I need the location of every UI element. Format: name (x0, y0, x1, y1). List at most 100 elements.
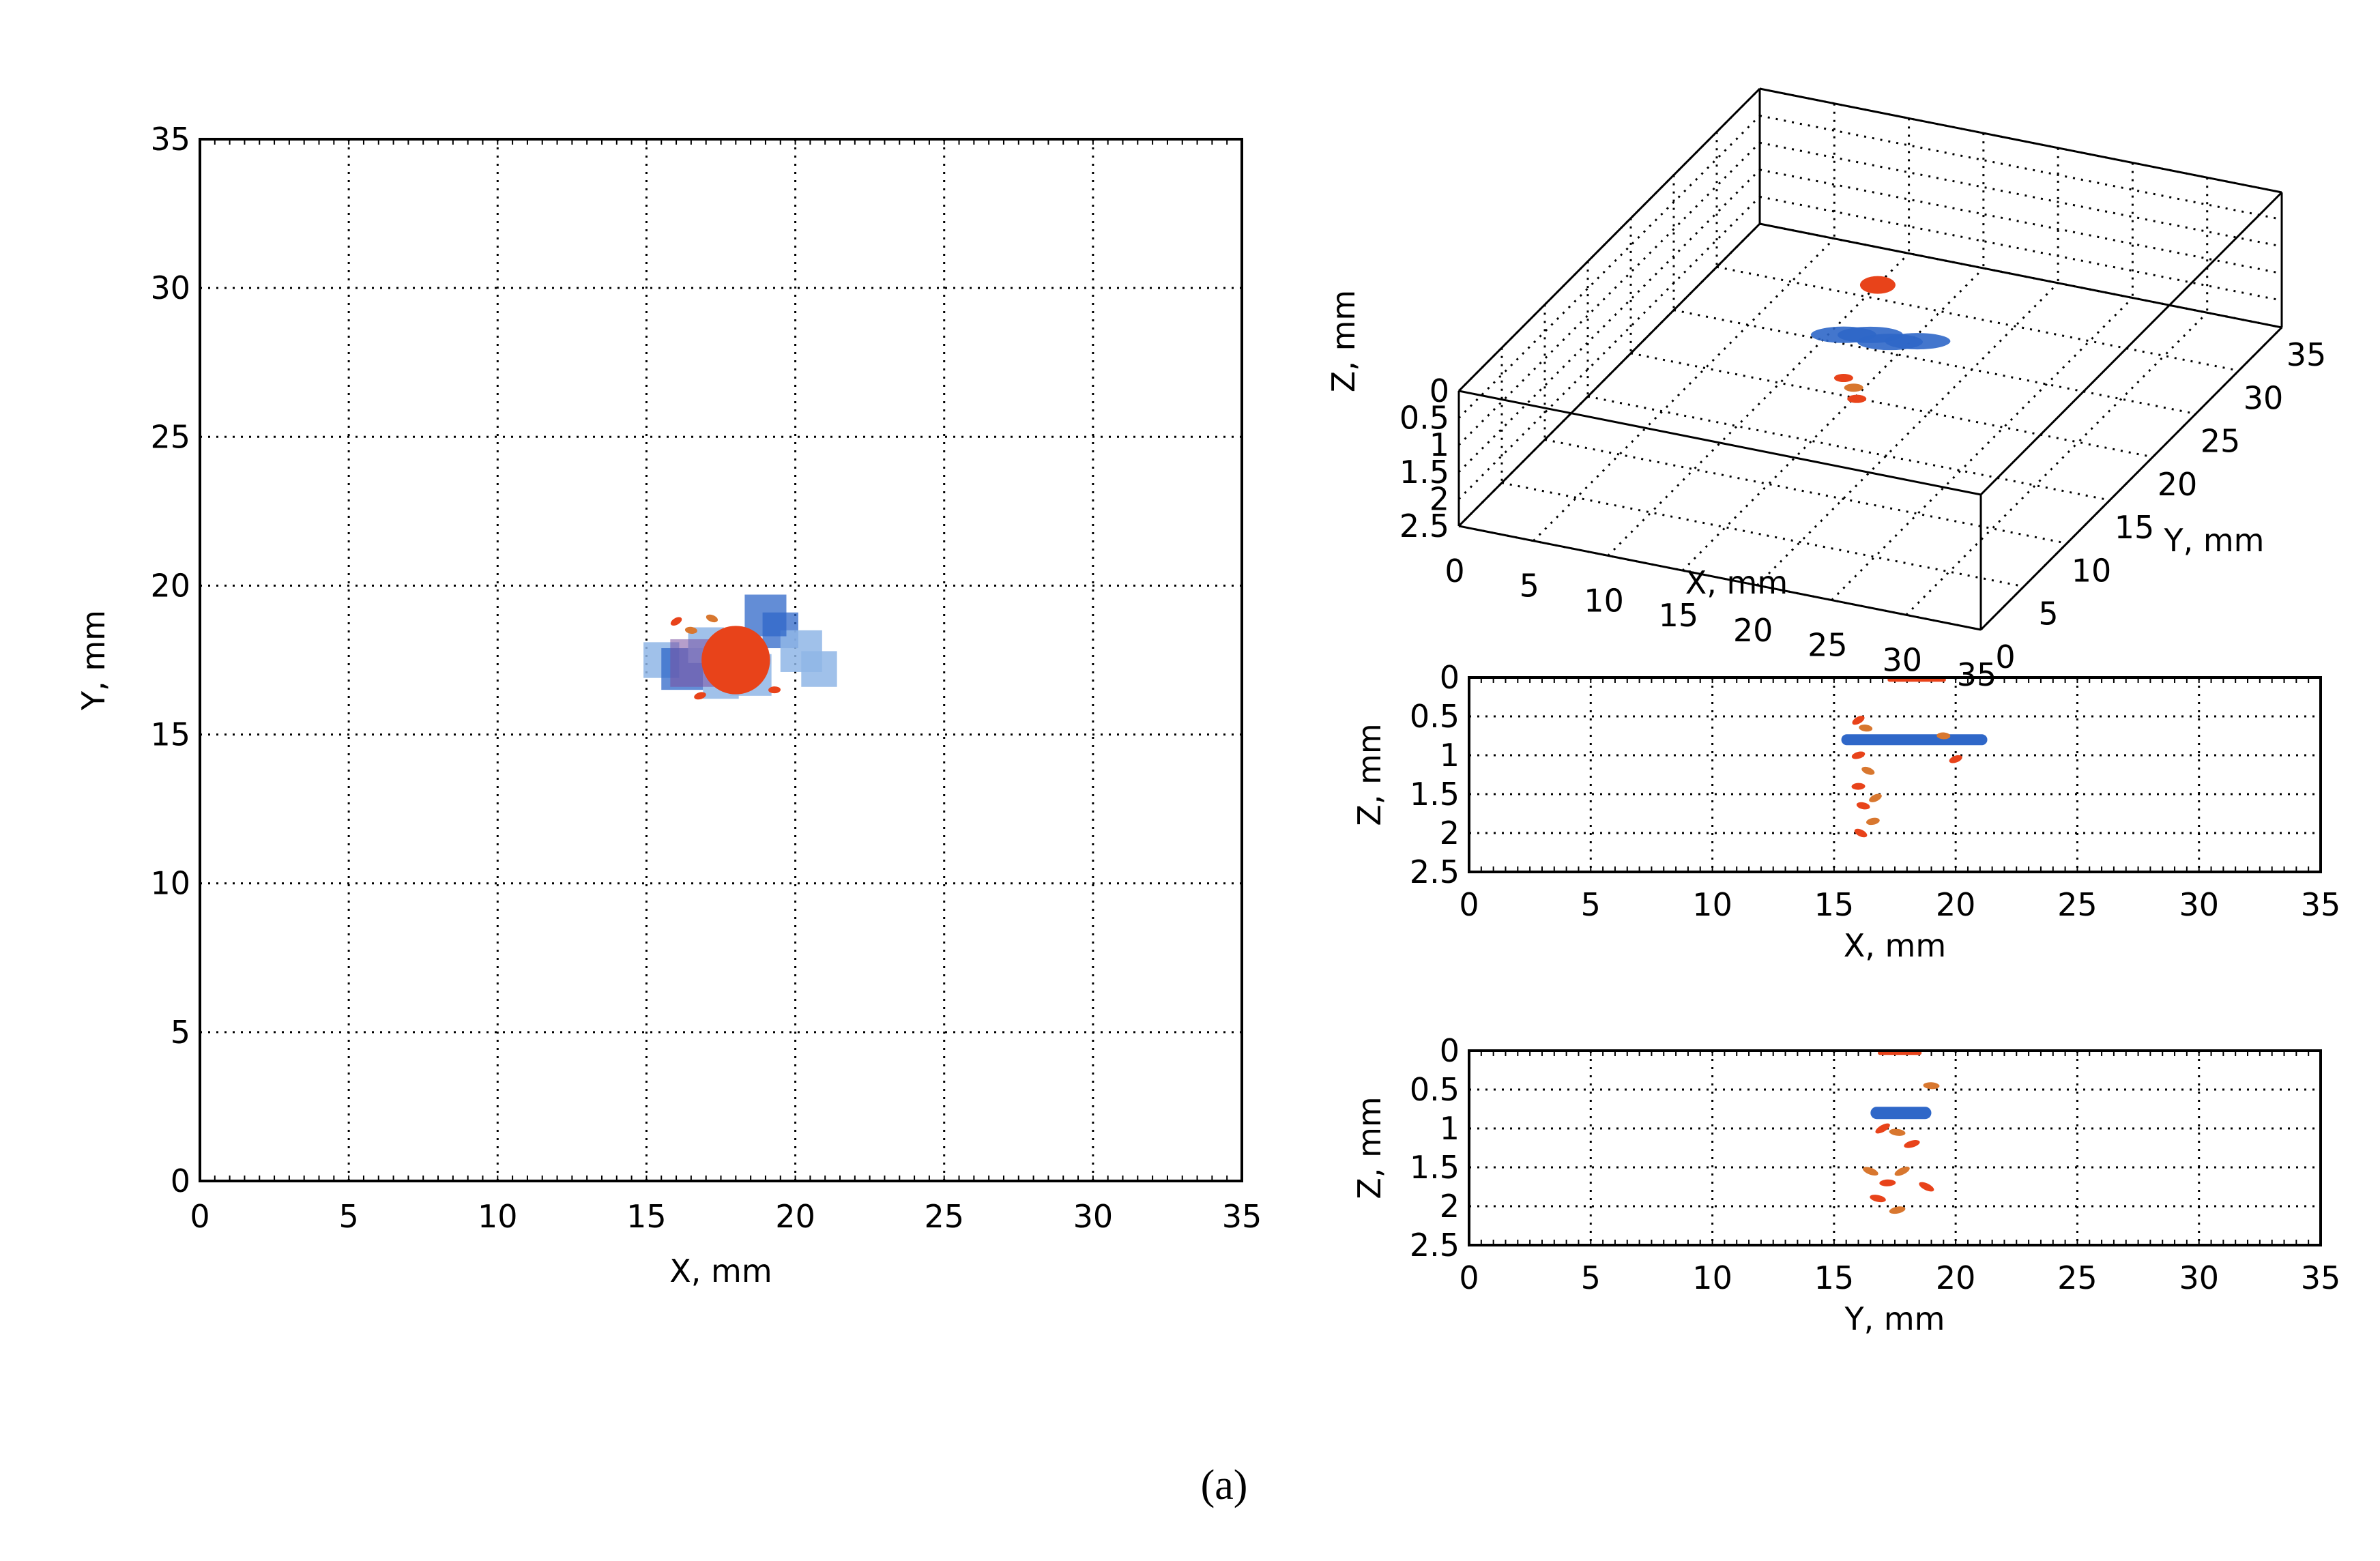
y-tick-label: 5 (171, 1014, 190, 1051)
x-tick-label: 20 (1936, 886, 1976, 923)
x-tick-label: 25 (2057, 1259, 2098, 1296)
x-tick-label: 15 (1814, 1259, 1855, 1296)
orange-fragment (1852, 716, 1865, 725)
x-tick-label: 35 (1222, 1198, 1262, 1235)
y-tick-label: 20 (2158, 466, 2198, 503)
grid-line-floor-x (1831, 297, 2134, 601)
y-tick-label: 30 (150, 269, 190, 306)
grid-line-floor-y (1716, 265, 2239, 372)
orange-fragment (768, 686, 781, 694)
box-edge-top (1979, 191, 2283, 496)
x-tick-label: 30 (2179, 886, 2219, 923)
orange-fragment (684, 626, 697, 634)
y-axis-label: Y, mm (2164, 522, 2265, 559)
xy-plan-view-chart: 0 5 10 15 20 25 30 35 0 5 10 15 20 25 30 35 X, mm Y, mm (75, 121, 1262, 1289)
plot-frame (199, 138, 1243, 1182)
blue-defect-patch (801, 651, 837, 687)
y-tick-label: 0 (1995, 639, 2015, 675)
y-tick-label: 0.5 (1410, 1071, 1460, 1108)
blue-defect-patch (744, 594, 787, 637)
orange-fragment (1844, 383, 1863, 392)
y-axis-label: Z, mm (1351, 723, 1388, 826)
orange-fragment (1861, 766, 1875, 775)
orange-fragment (1856, 802, 1870, 810)
y-tick-label: 15 (2115, 509, 2155, 546)
grid-line-floor-y (1630, 352, 2153, 458)
orange-fragment (1949, 755, 1962, 763)
x-tick-label: 35 (2301, 1259, 2341, 1296)
box-edge-top (1457, 87, 1761, 392)
orange-fragment (1919, 1182, 1934, 1192)
x-tick-label: 5 (1520, 568, 1539, 604)
box-edge-top (1759, 87, 2282, 194)
y-tick-label: 2 (1440, 815, 1460, 851)
orange-fragment (1923, 1082, 1940, 1090)
red-inclusion-blob (1859, 276, 1896, 294)
orange-fragment (1869, 793, 1882, 802)
x-tick-label: 10 (1692, 1259, 1732, 1296)
x-tick-label: 20 (1733, 612, 1773, 649)
x-axis-label: Y, mm (1844, 1300, 1945, 1337)
z-tick-label: 1.5 (1399, 454, 1449, 491)
grid-line-floor-x (1905, 312, 2208, 616)
xyz-3d-view-chart: 0 5 10 15 20 25 30 350510152025303500.511.522.5… (1325, 87, 2327, 693)
grid-line-back-z (1759, 141, 2282, 248)
x-tick-label: 25 (2057, 886, 2098, 923)
red-inclusion-disc (701, 626, 770, 695)
grid-line-back-z (1759, 195, 2282, 302)
orange-fragment (706, 614, 719, 623)
grid-line-floor-y (1501, 482, 2025, 588)
orange-fragment (1879, 1179, 1896, 1186)
grid-line-side-z (1457, 169, 1761, 473)
x-tick-label: 15 (626, 1198, 667, 1235)
orange-fragment (1847, 394, 1867, 403)
x-tick-label: 5 (1581, 886, 1601, 923)
orange-fragment (1889, 1206, 1906, 1214)
box-edge-bottom (1759, 222, 2282, 329)
grid-line-floor-x (1607, 252, 1910, 557)
x-tick-label: 35 (1957, 656, 1997, 693)
x-axis-label: X, mm (669, 1253, 772, 1289)
x-tick-label: 15 (1659, 597, 1699, 634)
grid-line-floor-x (1681, 267, 1984, 572)
y-tick-label: 25 (150, 418, 190, 455)
grid-line-back-z (1759, 169, 2282, 275)
x-tick-label: 35 (2301, 886, 2341, 923)
x-tick-label: 10 (1692, 886, 1732, 923)
x-axis-label: X, mm (1685, 564, 1788, 601)
y-tick-label: 35 (2287, 336, 2327, 373)
x-tick-label: 30 (1882, 641, 1922, 678)
grid-line-floor-y (1587, 395, 2110, 501)
y-tick-label: 15 (150, 716, 190, 753)
y-axis-label: Z, mm (1351, 1096, 1388, 1199)
y-tick-label: 1.5 (1410, 776, 1460, 813)
x-tick-label: 0 (1445, 553, 1464, 589)
x-tick-label: 25 (924, 1198, 964, 1235)
x-tick-label: 20 (1936, 1259, 1976, 1296)
box-edge-bottom (1979, 326, 2283, 631)
blue-layer-band (1870, 1107, 1932, 1120)
orange-fragment (1854, 828, 1868, 838)
orange-fragment (1851, 783, 1866, 790)
grid-line-side-z (1457, 142, 1761, 446)
y-tick-label: 0 (1440, 1032, 1460, 1069)
y-tick-label: 30 (2244, 379, 2284, 416)
x-tick-label: 30 (1073, 1198, 1114, 1235)
blue-layer-blob (1885, 333, 1951, 350)
y-tick-label: 2 (1440, 1188, 1460, 1225)
y-tick-label: 0 (1440, 659, 1460, 696)
x-tick-label: 5 (339, 1198, 359, 1235)
x-tick-label: 10 (478, 1198, 518, 1235)
grid-line-floor-y (1673, 309, 2196, 415)
orange-fragment (1870, 1195, 1886, 1203)
orange-fragment (1833, 374, 1853, 383)
plot-frame (1468, 676, 2322, 873)
y-tick-label: 2.5 (1410, 1227, 1460, 1264)
y-tick-label: 35 (150, 121, 190, 158)
grid-line-back-z (1759, 115, 2282, 221)
z-tick-label: 2 (1430, 480, 1449, 517)
orange-fragment (1894, 1166, 1910, 1176)
z-tick-label: 0.5 (1399, 400, 1449, 437)
z-axis-label: Z, mm (1325, 290, 1362, 392)
